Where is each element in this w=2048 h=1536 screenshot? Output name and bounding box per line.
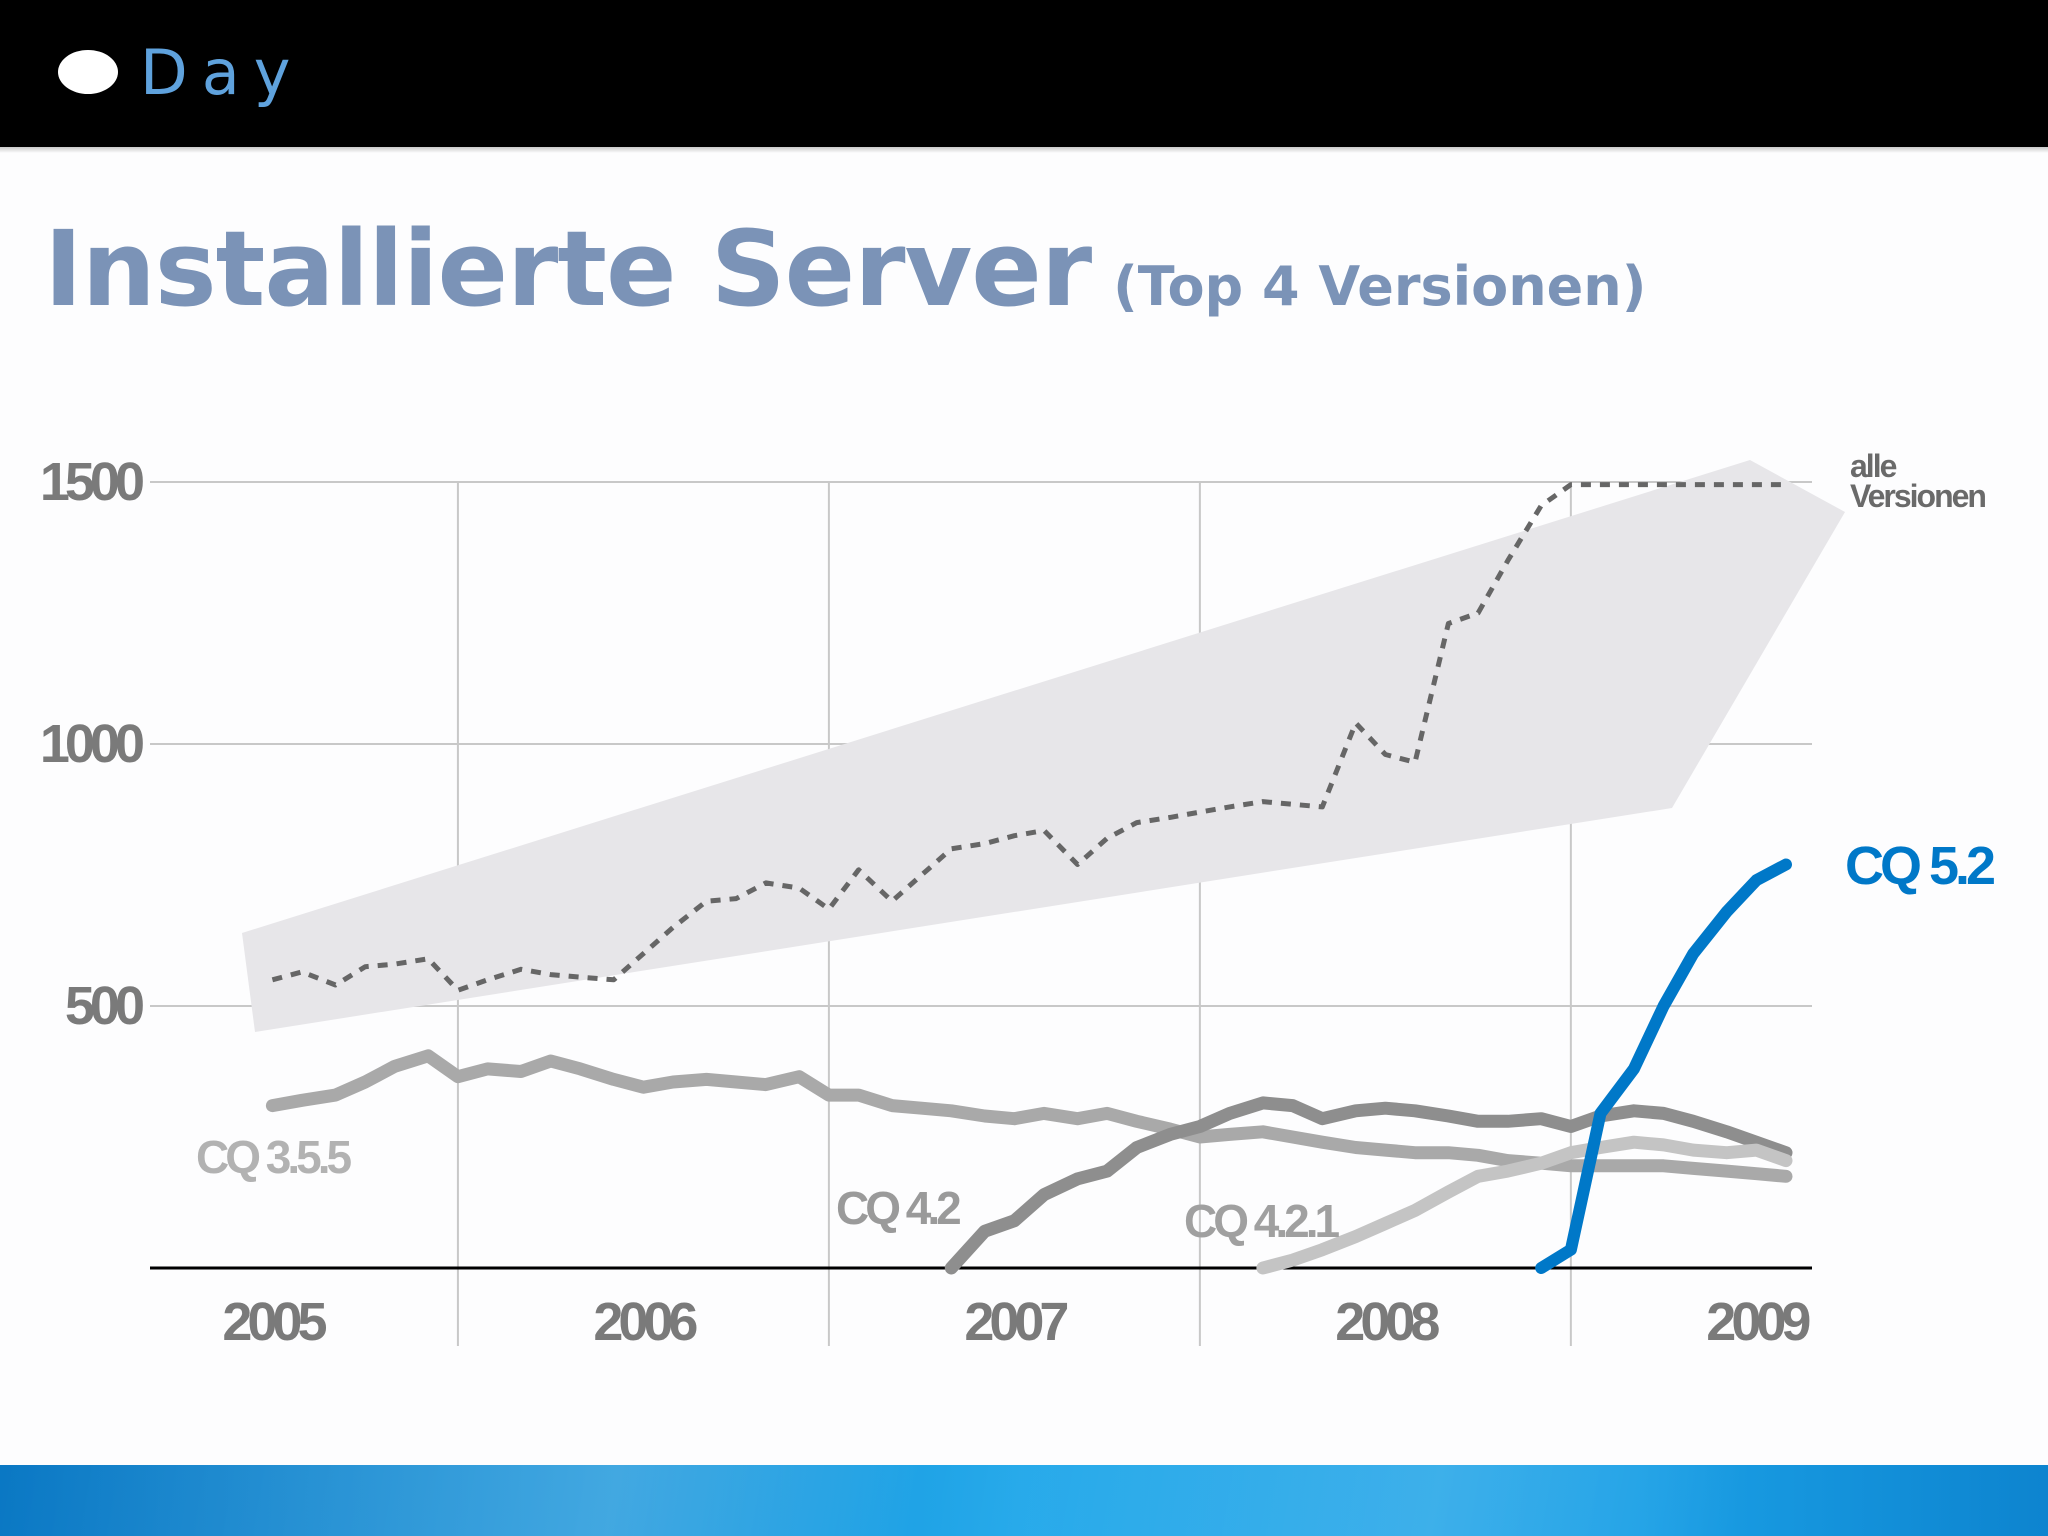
series-line-alle-versionen — [271, 482, 1786, 993]
title-sub: (Top 4 Versionen) — [1113, 255, 1647, 318]
header-bar: Day — [0, 0, 2048, 147]
label-cq421: CQ 4.2.1 — [1184, 1195, 1340, 1247]
title-main: Installierte Server — [44, 208, 1092, 330]
label-cq52: CQ 5.2 — [1845, 836, 1994, 896]
x-tick-label: 2008 — [1335, 1292, 1439, 1352]
page-title: Installierte Server (Top 4 Versionen) — [44, 208, 1646, 330]
y-tick-label: 500 — [65, 976, 143, 1036]
series-line-cq-4-2-1 — [1256, 1135, 1793, 1275]
chart-series-labels: alle Versionen CQ 5.2 CQ 3.5.5 CQ 4.2 CQ… — [196, 448, 1998, 1247]
x-tick-label: 2005 — [222, 1292, 326, 1352]
chart-series — [265, 482, 1793, 1275]
logo-mark — [58, 50, 118, 94]
footer-band — [0, 1465, 2048, 1536]
y-tick-label: 1000 — [40, 714, 143, 774]
x-tick-label: 2009 — [1706, 1292, 1810, 1352]
chart-ticks: 500 1000 1500 2005 2006 2007 2008 2009 — [40, 452, 1816, 1352]
header-shadow — [0, 147, 2048, 153]
label-versionen: Versionen — [1850, 478, 1985, 514]
highlight-band — [242, 460, 1845, 1032]
x-tick-label: 2007 — [964, 1292, 1067, 1352]
logo-text: Day — [140, 36, 305, 109]
label-alle: alle — [1850, 448, 1897, 484]
y-tick-label: 1500 — [40, 452, 143, 512]
x-tick-label: 2006 — [593, 1292, 697, 1352]
series-line-cq-5-2 — [1535, 858, 1792, 1274]
label-cq42: CQ 4.2 — [836, 1182, 960, 1234]
series-line-cq-4-2 — [944, 1096, 1793, 1275]
label-cq355: CQ 3.5.5 — [196, 1131, 352, 1183]
